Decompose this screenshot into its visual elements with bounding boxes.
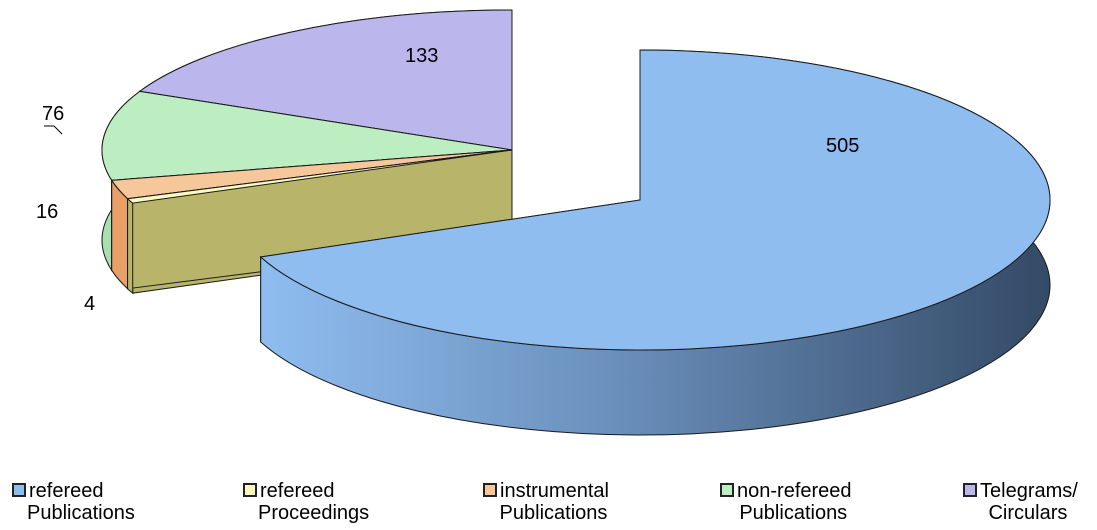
slice-refereed-proceedings-value-label: 4: [84, 293, 95, 315]
slice-refereed-proceedings: [126, 149, 513, 295]
slice-instrumental-publications-value-label: 16: [36, 201, 58, 223]
legend-label-line1: Telegrams/: [980, 480, 1078, 502]
pie-chart: 133 76 16 4 505: [36, 9, 1051, 436]
slice-refereed-proceedings-rim: [127, 197, 134, 295]
leader-line-76: [44, 125, 63, 135]
slice-telegrams-circulars-top: [138, 9, 513, 151]
legend-item-instrumental-publications: instrumental Publications: [483, 480, 609, 524]
legend-item-refereed-publications: refereed Publications: [12, 480, 135, 524]
chart-area: 133 76 16 4 505: [36, 9, 1051, 436]
slice-non-refereed-publications-value-label: 76: [42, 103, 64, 125]
legend-label-line2: Circulars: [988, 502, 1068, 524]
slice-refereed-publications-value-label: 505: [826, 135, 859, 157]
legend-label-line2: Publications: [499, 502, 608, 524]
legend-label-line1: refereed: [29, 480, 104, 502]
legend-label-line2: Publications: [27, 502, 135, 524]
slice-refereed-proceedings-top: [126, 149, 513, 204]
legend-label-line2: Proceedings: [258, 502, 370, 524]
legend-label-line1: refereed: [260, 480, 335, 502]
slice-telegrams-circulars-value-label: 133: [405, 45, 438, 67]
legend-item-refereed-proceedings: refereed Proceedings: [243, 480, 369, 524]
legend-item-telegrams-circulars: Telegrams/Circulars: [963, 480, 1078, 524]
legend-swatch: [483, 482, 497, 497]
legend-label-line2: Publications: [739, 502, 848, 524]
legend-swatch: [243, 482, 257, 497]
slice-refereed-publications: [259, 49, 1051, 436]
legend-swatch: [720, 482, 734, 497]
legend-label-line1: non-refereed: [737, 480, 852, 502]
slice-refereed-publications-top: [259, 49, 1051, 351]
slice-non-refereed-publications-top: [101, 90, 513, 181]
legend-swatch: [963, 482, 977, 497]
legend-item-non-refereed-publications: non-refereed Publications: [720, 480, 852, 524]
legend: refereed Publications refereed Proceedings i…: [0, 480, 1097, 530]
legend-swatch: [12, 482, 26, 497]
legend-label-line1: instrumental: [500, 480, 609, 502]
